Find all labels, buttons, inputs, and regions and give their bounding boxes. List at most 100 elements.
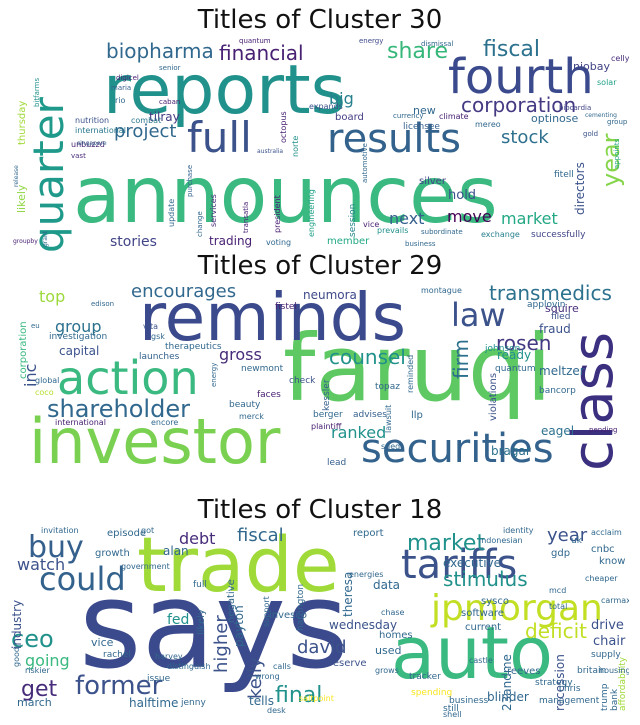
word: harvey	[155, 652, 183, 661]
word: ceo	[11, 625, 54, 653]
word: energies	[349, 570, 384, 579]
word: cnbc	[591, 544, 615, 555]
word: energy	[210, 362, 218, 387]
word: plaintiff	[311, 422, 342, 431]
word: says	[79, 557, 349, 696]
word: faruqi	[283, 315, 552, 422]
word: move	[447, 207, 492, 226]
word: coco	[35, 388, 54, 397]
word: top	[39, 287, 66, 306]
word: market	[407, 531, 486, 556]
word: fiscal	[483, 37, 541, 62]
word: launches	[139, 352, 180, 362]
word: therapeutics	[165, 342, 222, 352]
word: wrong	[255, 672, 280, 681]
word: halftime	[129, 696, 179, 710]
word: dismissal	[421, 40, 454, 48]
word: jenny	[181, 698, 206, 708]
word: session	[348, 203, 358, 237]
word: 23andme	[500, 654, 514, 711]
word: gross	[219, 345, 262, 364]
word: identity	[503, 527, 534, 535]
word: octopus	[279, 111, 288, 143]
word: homes	[379, 630, 413, 641]
word: singapore	[77, 140, 107, 147]
word: good	[12, 647, 21, 667]
word: business	[449, 696, 489, 706]
word: senior	[159, 64, 181, 72]
word: get	[21, 677, 58, 702]
word: international	[55, 418, 106, 427]
word: trading	[209, 234, 253, 248]
word: transmedics	[489, 283, 612, 305]
word: buy	[28, 530, 84, 565]
panel-title-cluster-18: Titles of Cluster 18	[197, 495, 443, 525]
word: quantum	[495, 364, 536, 374]
word: saltpoint	[299, 694, 334, 703]
word: corporation	[18, 321, 29, 379]
word: lawsuit	[384, 404, 393, 433]
word: filed	[551, 312, 571, 322]
word: engineering	[307, 189, 316, 237]
word: episode	[107, 528, 147, 539]
word: eagel	[541, 424, 575, 438]
word: topaz	[375, 382, 400, 392]
word: berger	[313, 410, 343, 420]
word-cloud-cluster-18: says trade auto tariffs jpmorgan could b…	[11, 527, 629, 717]
word: higher	[211, 615, 232, 673]
word: norte	[291, 135, 300, 157]
word: encourages	[131, 283, 237, 302]
word: tilray	[149, 110, 180, 124]
word: licensee	[403, 122, 440, 132]
word: energy	[359, 37, 384, 45]
word: trump	[600, 683, 610, 711]
word: chair	[593, 634, 626, 649]
word: rio	[115, 96, 126, 105]
word: unbuzzd	[71, 140, 105, 149]
word: voting	[266, 238, 292, 247]
word: growth	[95, 548, 130, 559]
word: expands	[309, 102, 343, 111]
word: grant	[42, 230, 49, 247]
word: class	[561, 331, 626, 471]
word: llp	[411, 410, 423, 421]
word: drive	[591, 618, 624, 633]
word: alan	[163, 544, 189, 558]
word: mcd	[549, 586, 567, 595]
word: group	[55, 317, 102, 336]
word: reports	[103, 51, 347, 130]
word: corporation	[461, 93, 577, 117]
word: wednesday	[329, 618, 398, 632]
word: desk	[267, 706, 286, 715]
word: check	[289, 376, 316, 386]
word: fed	[167, 612, 190, 628]
word: results	[327, 116, 462, 162]
word: financial	[219, 41, 304, 65]
word: management	[539, 696, 600, 706]
word: current	[465, 622, 502, 633]
panel-title-cluster-29: Titles of Cluster 29	[197, 251, 443, 281]
word: fitell	[554, 170, 574, 180]
word: auto	[391, 611, 554, 695]
word: reserve	[329, 658, 367, 669]
word: deficit	[525, 619, 587, 643]
word: quarter	[24, 97, 73, 253]
word: watch	[17, 555, 66, 574]
word: support	[262, 596, 271, 627]
word: sysco	[481, 596, 509, 607]
word: silver	[419, 176, 446, 187]
word: montague	[421, 286, 462, 295]
word: reminded	[406, 354, 415, 393]
word: could	[39, 560, 126, 598]
word: tells	[249, 694, 275, 708]
word: currency	[393, 112, 424, 120]
word: data	[373, 578, 401, 592]
word: pending	[589, 426, 618, 434]
word: acclaim	[591, 528, 622, 537]
word: software	[461, 608, 504, 619]
word: likely	[15, 184, 28, 213]
word: issue	[147, 674, 171, 684]
word: trade	[137, 527, 340, 609]
word: reminds	[139, 283, 407, 356]
word: subordinate	[421, 228, 463, 236]
